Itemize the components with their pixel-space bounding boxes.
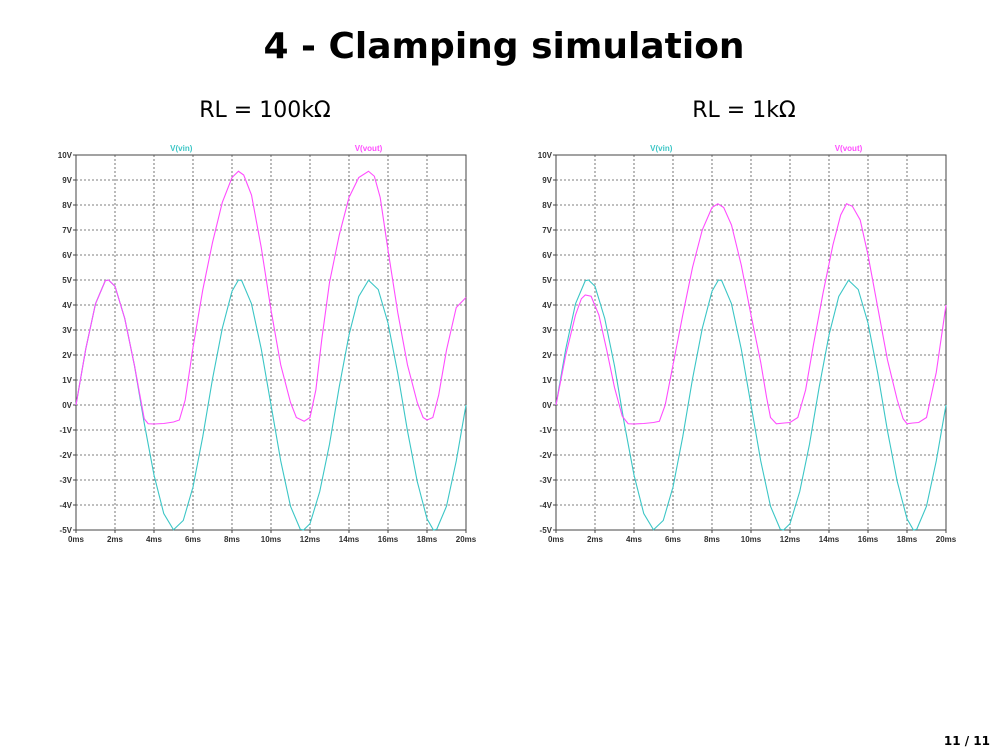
y-tick-label: 6V [542, 251, 552, 260]
series-line-vin [555, 279, 947, 531]
legend-vout: V(vout) [355, 144, 383, 153]
y-tick-label: 10V [538, 151, 553, 160]
chart-rl-100k: 0ms 2ms 4ms 6ms 8ms 10ms 12ms 14ms 16ms 18ms 20ms 1… [58, 144, 477, 544]
chart-title-rl-1k: RL = 1kΩ [692, 98, 796, 123]
chart-rl-1k: 0ms 2ms 4ms 6ms 8ms 10ms 12ms 14ms 16ms 18ms 20ms 1… [538, 144, 957, 544]
y-tick-label: 6V [62, 251, 72, 260]
series-line-vout [555, 203, 947, 425]
y-tick-label: -3V [60, 476, 73, 485]
y-tick-label: 9V [542, 176, 552, 185]
x-tick-label: 20ms [456, 535, 477, 544]
x-tick-label: 14ms [339, 535, 360, 544]
y-tick-label: -3V [540, 476, 553, 485]
plot-frame [75, 154, 467, 531]
y-tick-label: 3V [542, 326, 552, 335]
slide-title: 4 - Clamping simulation [263, 26, 745, 67]
y-tick-label: 4V [542, 301, 552, 310]
y-tick-label: 2V [542, 351, 552, 360]
y-tick-label: -1V [540, 426, 553, 435]
chart-title-rl-100k: RL = 100kΩ [199, 98, 331, 123]
x-tick-label: 2ms [587, 535, 604, 544]
y-tick-label: 2V [62, 351, 72, 360]
x-tick-label: 20ms [936, 535, 957, 544]
plot-frame [555, 154, 947, 531]
legend-vin: V(vin) [170, 144, 193, 153]
y-tick-label: 0V [62, 401, 72, 410]
y-tick-label: -5V [540, 526, 553, 535]
y-tick-label: -4V [540, 501, 553, 510]
y-tick-label: 9V [62, 176, 72, 185]
x-tick-label: 0ms [548, 535, 565, 544]
x-tick-label: 10ms [261, 535, 282, 544]
x-tick-label: 4ms [626, 535, 643, 544]
y-tick-label: 4V [62, 301, 72, 310]
legend-vout: V(vout) [835, 144, 863, 153]
x-tick-label: 8ms [704, 535, 721, 544]
page-number: 11 / 11 [943, 734, 990, 748]
y-tick-label: -2V [60, 451, 73, 460]
y-tick-label: 1V [62, 376, 72, 385]
x-tick-label: 12ms [780, 535, 801, 544]
y-tick-label: 5V [62, 276, 72, 285]
y-tick-label: 10V [58, 151, 73, 160]
y-tick-label: 3V [62, 326, 72, 335]
x-tick-label: 18ms [897, 535, 918, 544]
x-tick-label: 4ms [146, 535, 163, 544]
y-tick-label: 7V [542, 226, 552, 235]
y-tick-label: 5V [542, 276, 552, 285]
y-tick-label: 8V [62, 201, 72, 210]
x-tick-label: 10ms [741, 535, 762, 544]
x-tick-label: 2ms [107, 535, 124, 544]
x-tick-label: 0ms [68, 535, 85, 544]
y-tick-label: 0V [542, 401, 552, 410]
y-tick-label: -4V [60, 501, 73, 510]
y-tick-label: -5V [60, 526, 73, 535]
x-tick-label: 18ms [417, 535, 438, 544]
series-line-vout [75, 170, 467, 425]
legend-vin: V(vin) [650, 144, 673, 153]
x-tick-label: 12ms [300, 535, 321, 544]
y-tick-label: 1V [542, 376, 552, 385]
x-tick-label: 6ms [665, 535, 682, 544]
x-tick-label: 14ms [819, 535, 840, 544]
y-tick-label: -2V [540, 451, 553, 460]
x-tick-label: 6ms [185, 535, 202, 544]
x-tick-label: 8ms [224, 535, 241, 544]
y-tick-label: 8V [542, 201, 552, 210]
x-tick-label: 16ms [378, 535, 399, 544]
x-tick-label: 16ms [858, 535, 879, 544]
y-tick-label: 7V [62, 226, 72, 235]
y-tick-label: -1V [60, 426, 73, 435]
